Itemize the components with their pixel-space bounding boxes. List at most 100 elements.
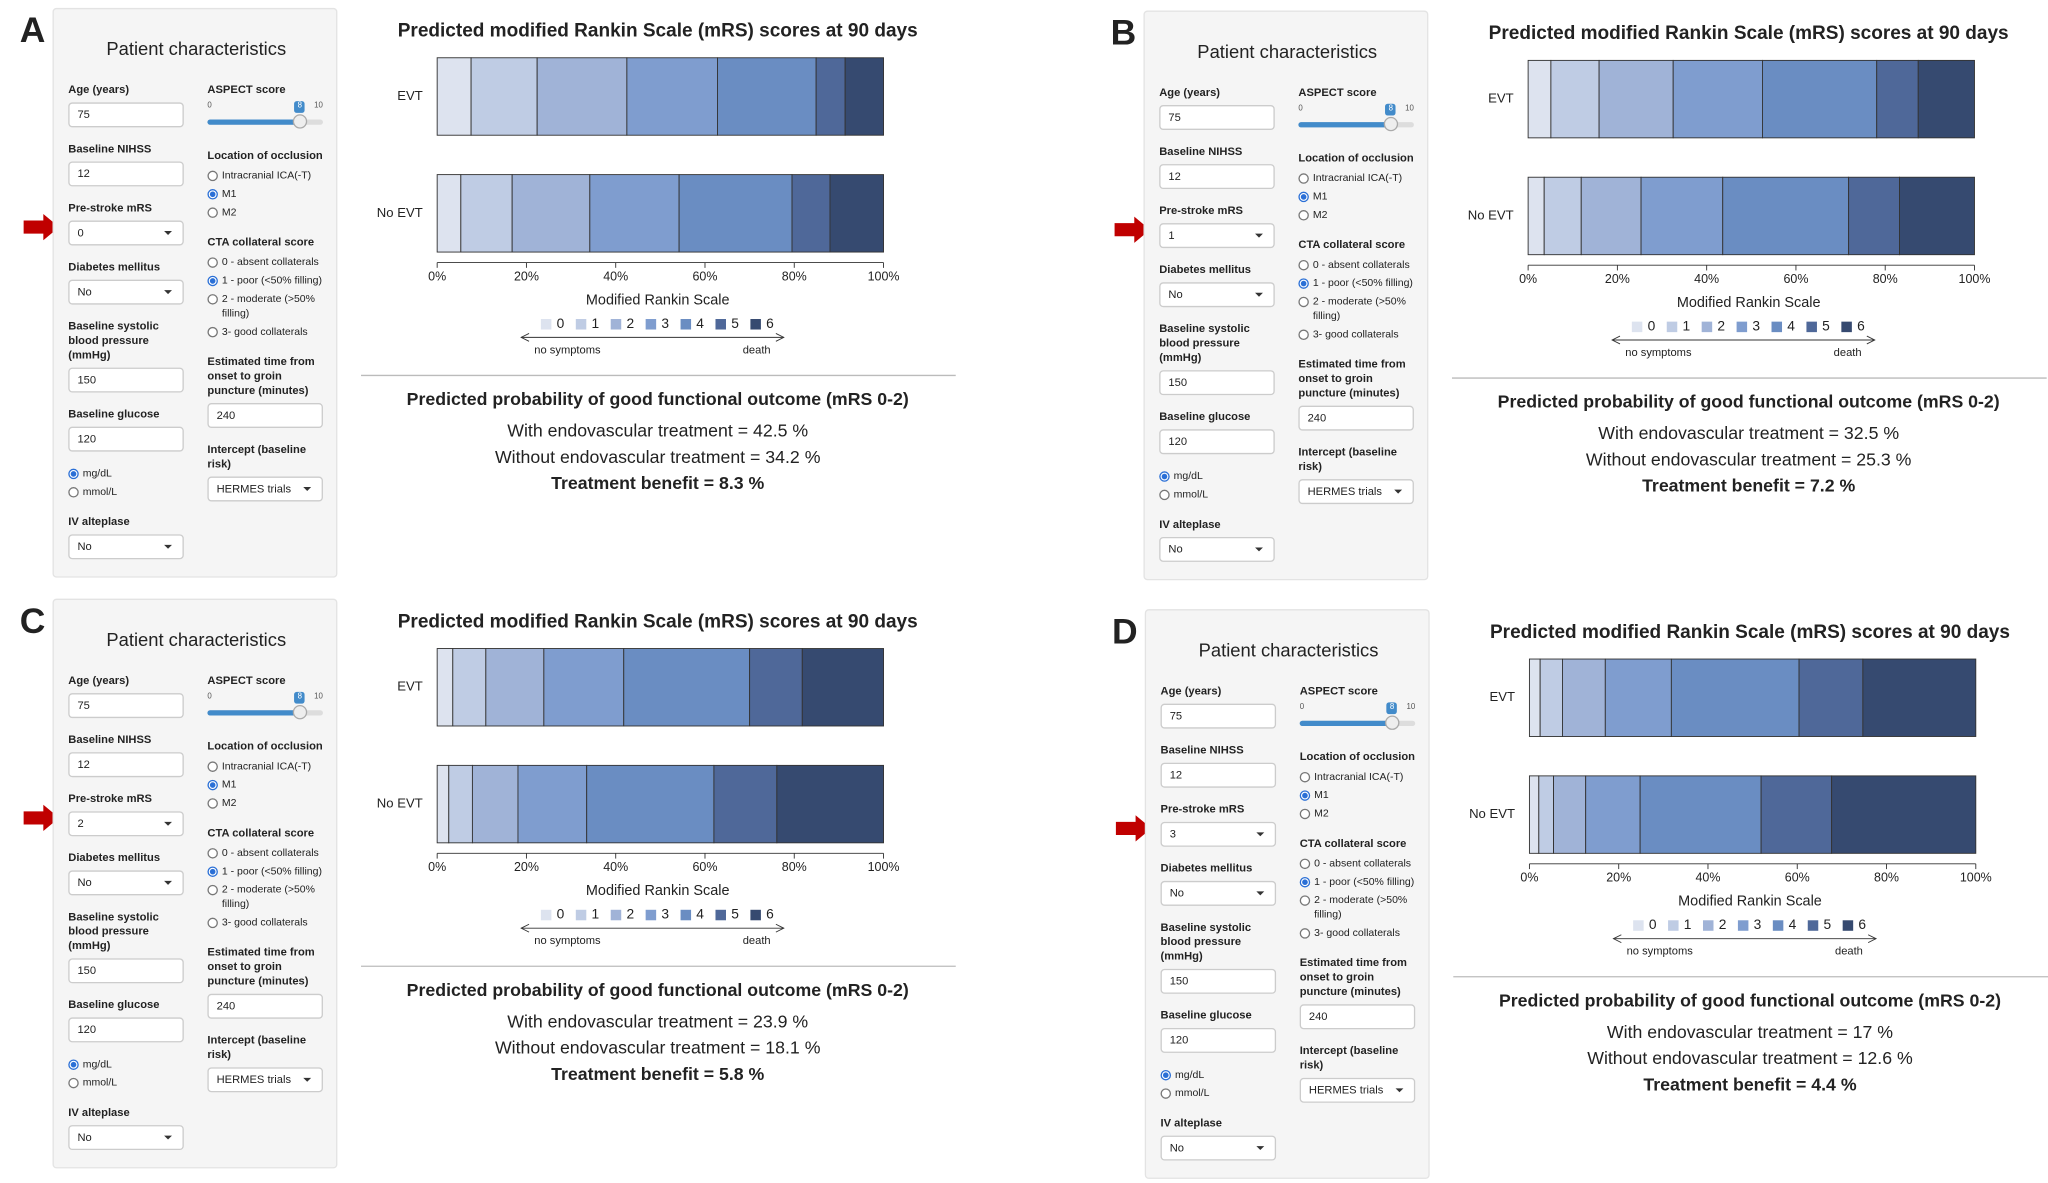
slider[interactable]: 0 10 8 [1298, 103, 1416, 139]
radio-option[interactable]: mg/dL [68, 466, 193, 480]
radio-option[interactable]: 1 - poor (<50% filling) [1298, 276, 1423, 290]
field-label: Baseline NIHSS [1159, 144, 1243, 158]
text-input[interactable]: 150 [1160, 968, 1277, 994]
text-input[interactable]: 120 [1159, 429, 1275, 455]
text-input[interactable]: 75 [68, 693, 184, 719]
radio-option[interactable]: Intracranial ICA(-T) [1299, 769, 1425, 783]
dropdown[interactable]: 0 [68, 220, 184, 246]
dropdown[interactable]: No [1160, 1135, 1277, 1161]
field-label: ASPECT score [1299, 683, 1378, 698]
radio-option[interactable]: 1 - poor (<50% filling) [207, 864, 332, 878]
radio-option[interactable]: 3- good collaterals [1299, 926, 1425, 940]
radio-option[interactable]: M1 [207, 186, 332, 200]
dropdown[interactable]: HERMES trials [1298, 479, 1414, 505]
radio-option[interactable]: 3- good collaterals [1298, 327, 1423, 341]
radio-option[interactable]: mg/dL [1159, 469, 1284, 483]
right-column: ASPECT score 0 10 8 Location of occlusion Int… [1299, 683, 1421, 1117]
text-input[interactable]: 150 [68, 958, 184, 984]
radio-button [207, 257, 218, 268]
slider[interactable]: 0 10 8 [207, 691, 325, 727]
radio-group: 0 - absent collaterals 1 - poor (<50% fil… [1298, 257, 1419, 345]
dropdown[interactable]: No [1159, 536, 1275, 562]
slider[interactable]: 0 10 8 [207, 101, 325, 136]
radio-option[interactable]: 2 - moderate (>50% filling) [207, 882, 332, 911]
radio-group: Intracranial ICA(-T) M1 M2 [207, 759, 328, 814]
radio-option[interactable]: M2 [1298, 207, 1423, 221]
radio-option[interactable]: M2 [207, 205, 332, 219]
text-input[interactable]: 240 [1298, 405, 1414, 431]
field-label: IV alteplase [68, 1105, 130, 1119]
text-input[interactable]: 240 [1299, 1004, 1416, 1030]
text-input[interactable]: 120 [68, 426, 184, 452]
panel-letter: C [19, 601, 46, 641]
radio-option[interactable]: mg/dL [68, 1057, 193, 1071]
text-input[interactable]: 120 [68, 1017, 184, 1043]
text-input[interactable]: 150 [1159, 370, 1275, 396]
slider-value: 8 [1385, 103, 1397, 116]
text-input[interactable]: 240 [207, 993, 323, 1019]
dropdown[interactable]: No [68, 1125, 184, 1151]
radio-button [1299, 808, 1311, 820]
annotation: no symptoms [534, 935, 601, 947]
text-input[interactable]: 120 [1160, 1027, 1277, 1053]
radio-option[interactable]: Intracranial ICA(-T) [207, 759, 332, 773]
outcome-line: Without endovascular treatment = 34.2 % [495, 447, 821, 467]
dropdown[interactable]: 1 [1159, 223, 1275, 249]
radio-option[interactable]: Intracranial ICA(-T) [207, 168, 332, 182]
dropdown[interactable]: No [1160, 880, 1277, 906]
dropdown[interactable]: 2 [68, 811, 184, 837]
text-input[interactable]: 12 [1159, 164, 1275, 190]
radio-option[interactable]: mg/dL [1160, 1067, 1286, 1081]
slider-thumb[interactable] [1384, 715, 1400, 730]
radio-option[interactable]: 0 - absent collaterals [1298, 257, 1423, 271]
radio-option[interactable]: mmol/L [68, 1075, 193, 1089]
radio-label: M2 [221, 206, 237, 218]
radio-option[interactable]: 0 - absent collaterals [207, 255, 332, 269]
text-input[interactable]: 150 [68, 367, 184, 393]
text-input[interactable]: 75 [1160, 703, 1277, 729]
radio-option[interactable]: Intracranial ICA(-T) [1298, 171, 1423, 185]
radio-option[interactable]: 2 - moderate (>50% filling) [207, 291, 332, 320]
dropdown[interactable]: No [68, 870, 184, 896]
radio-option[interactable]: 1 - poor (<50% filling) [207, 273, 332, 287]
dropdown[interactable]: No [68, 534, 184, 560]
radio-option[interactable]: 1 - poor (<50% filling) [1299, 874, 1425, 888]
dropdown[interactable]: HERMES trials [207, 476, 323, 502]
radio-option[interactable]: mmol/L [1159, 487, 1284, 501]
radio-option[interactable]: 3- good collaterals [207, 915, 332, 929]
radio-option[interactable]: 0 - absent collaterals [1299, 856, 1425, 870]
radio-label: Intracranial ICA(-T) [1314, 770, 1404, 783]
dropdown[interactable]: HERMES trials [1299, 1077, 1416, 1103]
text-input[interactable]: 12 [1160, 762, 1277, 788]
text-input[interactable]: 75 [68, 102, 184, 128]
slider[interactable]: 0 10 8 [1299, 702, 1418, 738]
radio-option[interactable]: M2 [207, 796, 332, 810]
radio-option[interactable]: mmol/L [1160, 1086, 1286, 1100]
radio-option[interactable]: mmol/L [68, 484, 193, 498]
slider-thumb[interactable] [1383, 116, 1399, 132]
radio-option[interactable]: M2 [1299, 806, 1425, 820]
radio-option[interactable]: M1 [207, 777, 332, 791]
radio-option[interactable]: 2 - moderate (>50% filling) [1299, 893, 1425, 922]
text-input[interactable]: 12 [68, 161, 184, 187]
radio-option[interactable]: M1 [1299, 788, 1425, 802]
x-tick-label: 20% [514, 269, 539, 283]
radio-option[interactable]: 2 - moderate (>50% filling) [1298, 294, 1423, 323]
dropdown[interactable]: HERMES trials [207, 1067, 323, 1093]
radio-option[interactable]: M1 [1298, 189, 1423, 203]
dropdown[interactable]: 3 [1160, 821, 1277, 847]
dropdown[interactable]: No [1159, 282, 1275, 308]
slider-thumb[interactable] [292, 114, 308, 129]
text-input[interactable]: 240 [207, 403, 323, 428]
radio-option[interactable]: 0 - absent collaterals [207, 845, 332, 859]
radio-option[interactable]: 3- good collaterals [207, 324, 332, 338]
slider-max: 10 [1405, 105, 1414, 113]
dropdown[interactable]: No [68, 279, 184, 305]
form-title: Patient characteristics [1198, 639, 1379, 661]
text-input[interactable]: 75 [1159, 105, 1275, 130]
field-label: Pre-stroke mRS [68, 200, 152, 214]
text-input[interactable]: 12 [68, 752, 184, 778]
chart-title: Predicted modified Rankin Scale (mRS) sc… [1489, 23, 2009, 44]
slider-thumb[interactable] [292, 704, 308, 720]
